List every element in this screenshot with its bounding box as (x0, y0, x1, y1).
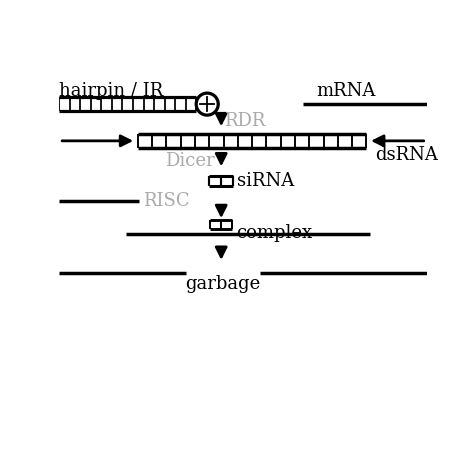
Text: garbage: garbage (185, 275, 261, 293)
Text: Dicer: Dicer (165, 152, 215, 170)
Text: siRNA: siRNA (237, 172, 294, 190)
Text: mRNA: mRNA (317, 82, 376, 100)
Text: dsRNA: dsRNA (375, 146, 438, 164)
Text: RDR: RDR (224, 112, 265, 130)
Text: RISC: RISC (143, 192, 190, 210)
Text: complex: complex (236, 224, 312, 242)
Text: hairpin / IR: hairpin / IR (59, 82, 164, 100)
